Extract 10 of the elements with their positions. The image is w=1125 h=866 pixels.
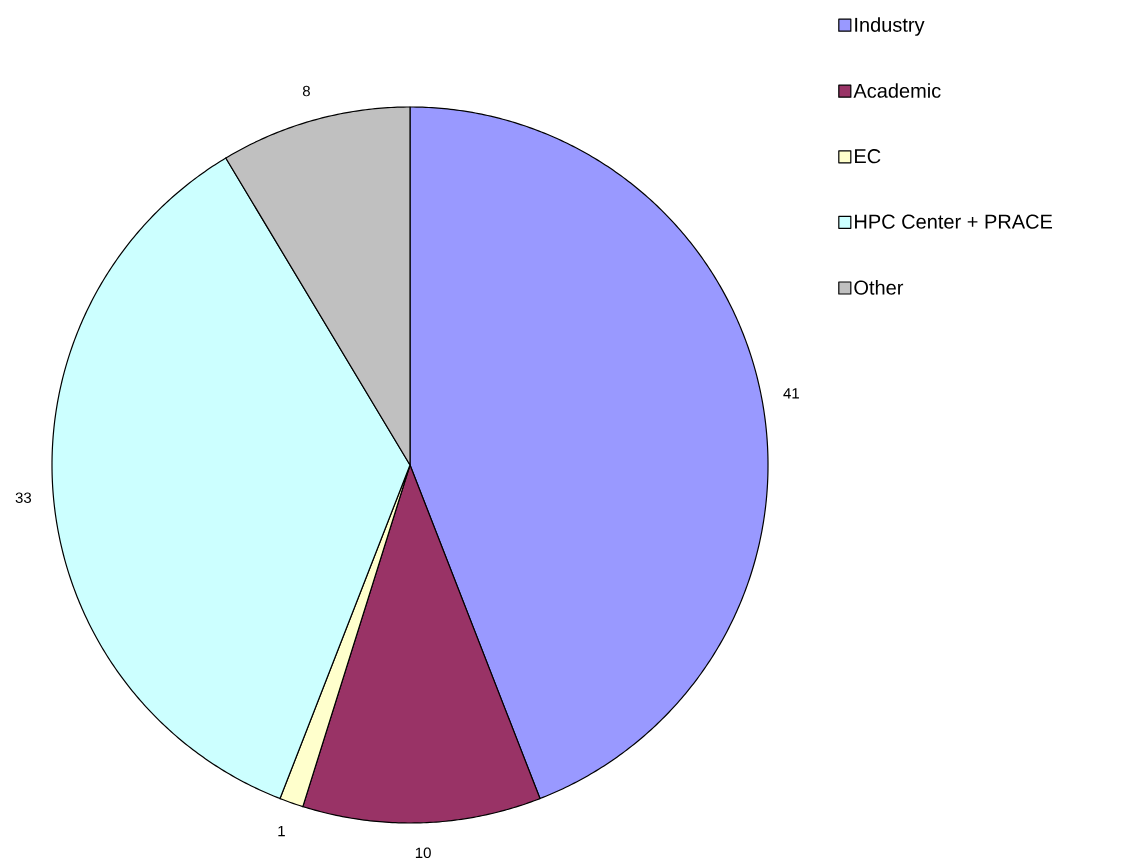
- data-label: 41: [783, 388, 799, 399]
- legend-label: Industry: [855, 17, 925, 36]
- data-label: 33: [15, 492, 32, 504]
- legend-label: EC: [855, 149, 881, 164]
- legend-label: Other: [854, 280, 904, 295]
- data-label: 10: [415, 847, 431, 859]
- legend-label: HPC Center + PRACE: [855, 214, 1053, 229]
- data-label: 1: [278, 825, 285, 837]
- data-label: 8: [302, 85, 310, 97]
- legend-label: Academic: [853, 83, 941, 98]
